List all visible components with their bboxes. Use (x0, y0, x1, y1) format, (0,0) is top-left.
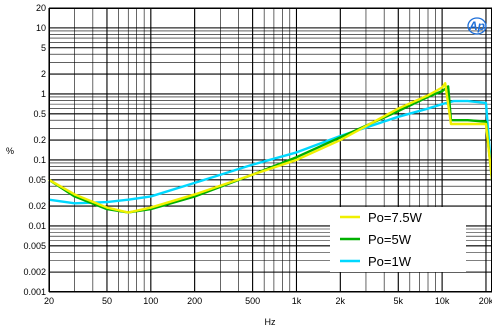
series-line-po-7-5w (48, 82, 492, 214)
legend: Po=7.5W Po=5W Po=1W (330, 207, 466, 272)
y-tick-labels: 20 10 5 2 1 0.5 0.2 0.1 0.05 0.02 0.01 0.005 0.002 0.… (23, 3, 46, 297)
y-tick-label: 10 (36, 23, 46, 33)
ap-logo-text: Ap (468, 19, 485, 33)
x-axis-label: Hz (265, 317, 276, 327)
x-tick-label: 200 (187, 296, 202, 306)
series-line-po-1w (48, 99, 492, 205)
legend-label-po-5w: Po=5W (368, 232, 412, 247)
y-tick-label: 0.1 (33, 155, 46, 165)
y-tick-label: 1 (41, 89, 46, 99)
y-tick-label: 5 (41, 43, 46, 53)
y-tick-label: 0.002 (23, 267, 46, 277)
legend-label-po-7-5w: Po=7.5W (368, 210, 423, 225)
y-tick-label: 0.05 (28, 175, 46, 185)
x-tick-label: 20k (479, 296, 492, 306)
ap-logo-ring (467, 17, 487, 35)
y-tick-label: 0.01 (28, 221, 46, 231)
y-tick-label: 0.001 (23, 287, 46, 297)
series-layer (48, 82, 492, 214)
x-tick-labels: 20 50 100 200 500 1k 2k 5k 10k 20k (44, 296, 492, 306)
x-tick-label: 50 (102, 296, 112, 306)
y-tick-label: 0.02 (28, 201, 46, 211)
y-tick-label: 2 (41, 69, 46, 79)
x-tick-label: 500 (245, 296, 260, 306)
y-axis-label: % (6, 146, 14, 156)
y-tick-label: 0.5 (33, 109, 46, 119)
x-tick-label: 10k (435, 296, 450, 306)
x-tick-label: 2k (336, 296, 346, 306)
legend-label-po-1w: Po=1W (368, 254, 412, 269)
y-tick-label: 0.005 (23, 241, 46, 251)
x-tick-label: 1k (292, 296, 302, 306)
x-tick-label: 100 (143, 296, 158, 306)
x-tick-label: 20 (44, 296, 54, 306)
y-tick-label: 0.2 (33, 135, 46, 145)
y-tick-label: 20 (36, 3, 46, 13)
x-tick-label: 5k (394, 296, 404, 306)
ap-logo: Ap (467, 17, 487, 35)
